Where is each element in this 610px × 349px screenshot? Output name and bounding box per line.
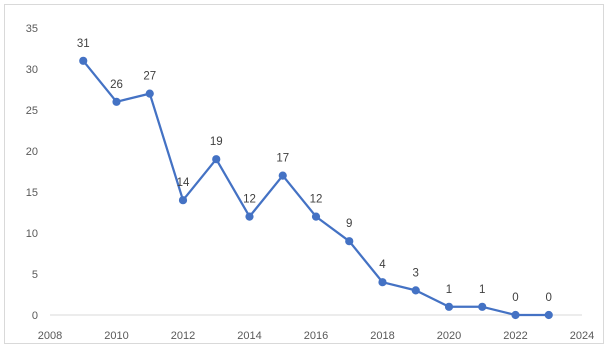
data-label: 0 <box>546 292 552 304</box>
data-label: 12 <box>243 194 256 206</box>
data-label: 14 <box>177 177 190 189</box>
data-point <box>478 302 487 311</box>
data-point <box>245 212 254 221</box>
x-tick-label: 2012 <box>171 330 195 342</box>
y-axis-tick-labels: 0 5 10 15 20 25 30 35 <box>26 23 38 322</box>
data-point <box>311 212 321 221</box>
data-label: 27 <box>143 71 156 83</box>
y-tick-label: 0 <box>32 310 38 322</box>
x-tick-label: 2018 <box>370 330 394 342</box>
data-point <box>411 286 420 295</box>
y-tick-label: 15 <box>26 187 38 199</box>
x-tick-label: 2016 <box>304 330 328 342</box>
data-point <box>278 171 287 180</box>
x-axis-tick-labels: 2008 2010 2012 2014 2016 2018 2020 2022 2024 <box>38 330 594 342</box>
data-label: 1 <box>479 284 485 296</box>
data-point <box>79 56 88 65</box>
x-tick-label: 2010 <box>104 330 128 342</box>
data-point <box>178 196 188 205</box>
data-point <box>212 155 221 164</box>
data-label: 9 <box>346 218 352 230</box>
data-label: 3 <box>413 267 419 279</box>
data-label: 4 <box>379 259 386 271</box>
y-tick-label: 30 <box>26 64 38 76</box>
x-tick-label: 2008 <box>38 330 62 342</box>
data-point <box>511 310 520 320</box>
data-label: 26 <box>110 79 123 91</box>
data-label: 0 <box>512 292 518 304</box>
data-point <box>544 310 553 320</box>
series-line <box>82 59 550 317</box>
data-point <box>145 89 154 98</box>
chart-frame <box>4 4 604 344</box>
data-point <box>112 97 121 106</box>
x-tick-label: 2024 <box>570 330 594 342</box>
data-label: 31 <box>77 38 90 50</box>
y-tick-label: 25 <box>26 105 38 117</box>
data-point <box>345 237 354 246</box>
data-label: 12 <box>310 194 323 206</box>
x-tick-label: 2020 <box>437 330 461 342</box>
y-tick-label: 10 <box>26 228 38 240</box>
data-label: 1 <box>446 284 452 296</box>
y-tick-label: 5 <box>32 269 38 281</box>
series-layer <box>79 56 553 320</box>
data-point <box>378 278 387 287</box>
y-tick-label: 35 <box>26 23 38 35</box>
data-point <box>444 302 454 311</box>
y-tick-label: 20 <box>26 146 38 158</box>
data-label: 17 <box>276 153 289 165</box>
x-tick-label: 2014 <box>237 330 261 342</box>
data-label: 19 <box>210 136 223 148</box>
x-tick-label: 2022 <box>503 330 527 342</box>
